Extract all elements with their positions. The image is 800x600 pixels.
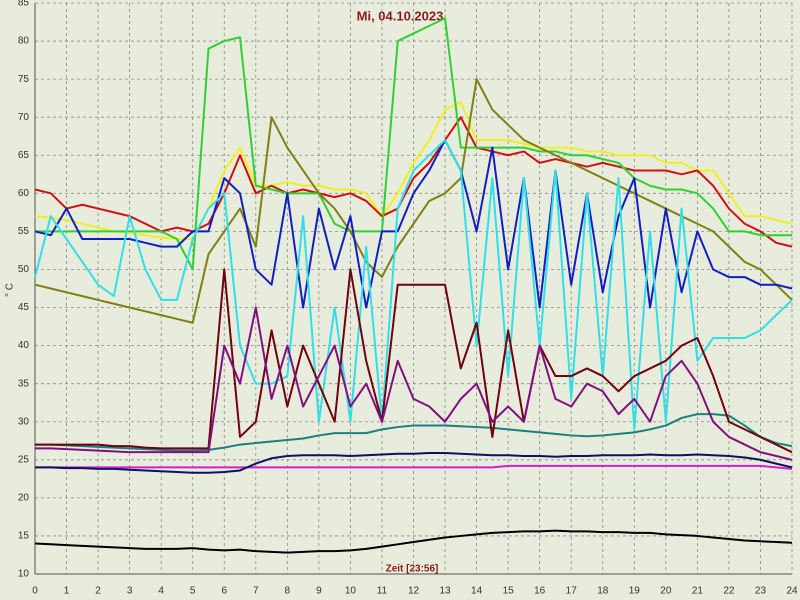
y-tick-label: 70 xyxy=(18,112,30,123)
series-line xyxy=(35,464,793,470)
y-axis-label: ° C xyxy=(5,283,16,297)
chart-title: Mi, 04.10.2023 xyxy=(357,8,444,23)
x-tick-label: 6 xyxy=(221,586,227,597)
y-tick-label: 15 xyxy=(18,531,30,542)
x-tick-label: 5 xyxy=(190,586,196,597)
series-line xyxy=(34,100,793,241)
series-line xyxy=(35,451,793,474)
y-tick-label: 10 xyxy=(18,569,30,580)
series-line xyxy=(35,268,793,454)
y-tick-label: 35 xyxy=(18,378,30,389)
y-tick-label: 75 xyxy=(18,74,30,85)
series-line xyxy=(34,529,793,554)
y-tick-label: 25 xyxy=(18,454,30,465)
x-tick-label: 22 xyxy=(723,586,735,597)
series-line xyxy=(35,306,793,461)
x-tick-label: 14 xyxy=(471,586,483,597)
y-tick-label: 55 xyxy=(18,226,30,237)
x-tick-label: 7 xyxy=(253,586,259,597)
x-tick-label: 2 xyxy=(95,586,101,597)
x-axis-label: Zeit [23:56] xyxy=(386,564,439,575)
x-tick-label: 10 xyxy=(345,586,357,597)
y-tick-label: 65 xyxy=(18,150,30,161)
x-tick-label: 3 xyxy=(127,586,133,597)
y-tick-label: 50 xyxy=(18,264,30,275)
y-tick-label: 40 xyxy=(18,340,30,351)
x-tick-label: 1 xyxy=(64,586,70,597)
y-tick-label: 80 xyxy=(18,36,30,47)
y-tick-label: 20 xyxy=(18,493,30,504)
series-line xyxy=(34,139,793,431)
x-tick-label: 21 xyxy=(692,586,704,597)
y-tick-label: 60 xyxy=(18,188,30,199)
x-tick-label: 20 xyxy=(660,586,672,597)
x-tick-label: 23 xyxy=(755,586,767,597)
y-tick-label: 85 xyxy=(18,0,30,9)
y-tick-label: 30 xyxy=(18,416,30,427)
x-tick-label: 4 xyxy=(158,586,164,597)
x-tick-label: 9 xyxy=(316,586,322,597)
x-tick-label: 15 xyxy=(503,586,515,597)
series-line xyxy=(35,17,792,271)
x-tick-label: 0 xyxy=(32,586,38,597)
x-tick-label: 18 xyxy=(597,586,609,597)
y-tick-label: 45 xyxy=(18,302,30,313)
x-tick-label: 8 xyxy=(285,586,291,597)
x-tick-label: 19 xyxy=(629,586,641,597)
x-tick-label: 13 xyxy=(439,586,451,597)
x-tick-label: 11 xyxy=(377,586,388,597)
x-tick-label: 17 xyxy=(566,586,578,597)
series-line xyxy=(35,413,793,452)
x-tick-label: 24 xyxy=(786,586,798,597)
x-tick-label: 16 xyxy=(534,586,546,597)
series-line xyxy=(34,139,793,309)
x-tick-label: 12 xyxy=(408,586,420,597)
